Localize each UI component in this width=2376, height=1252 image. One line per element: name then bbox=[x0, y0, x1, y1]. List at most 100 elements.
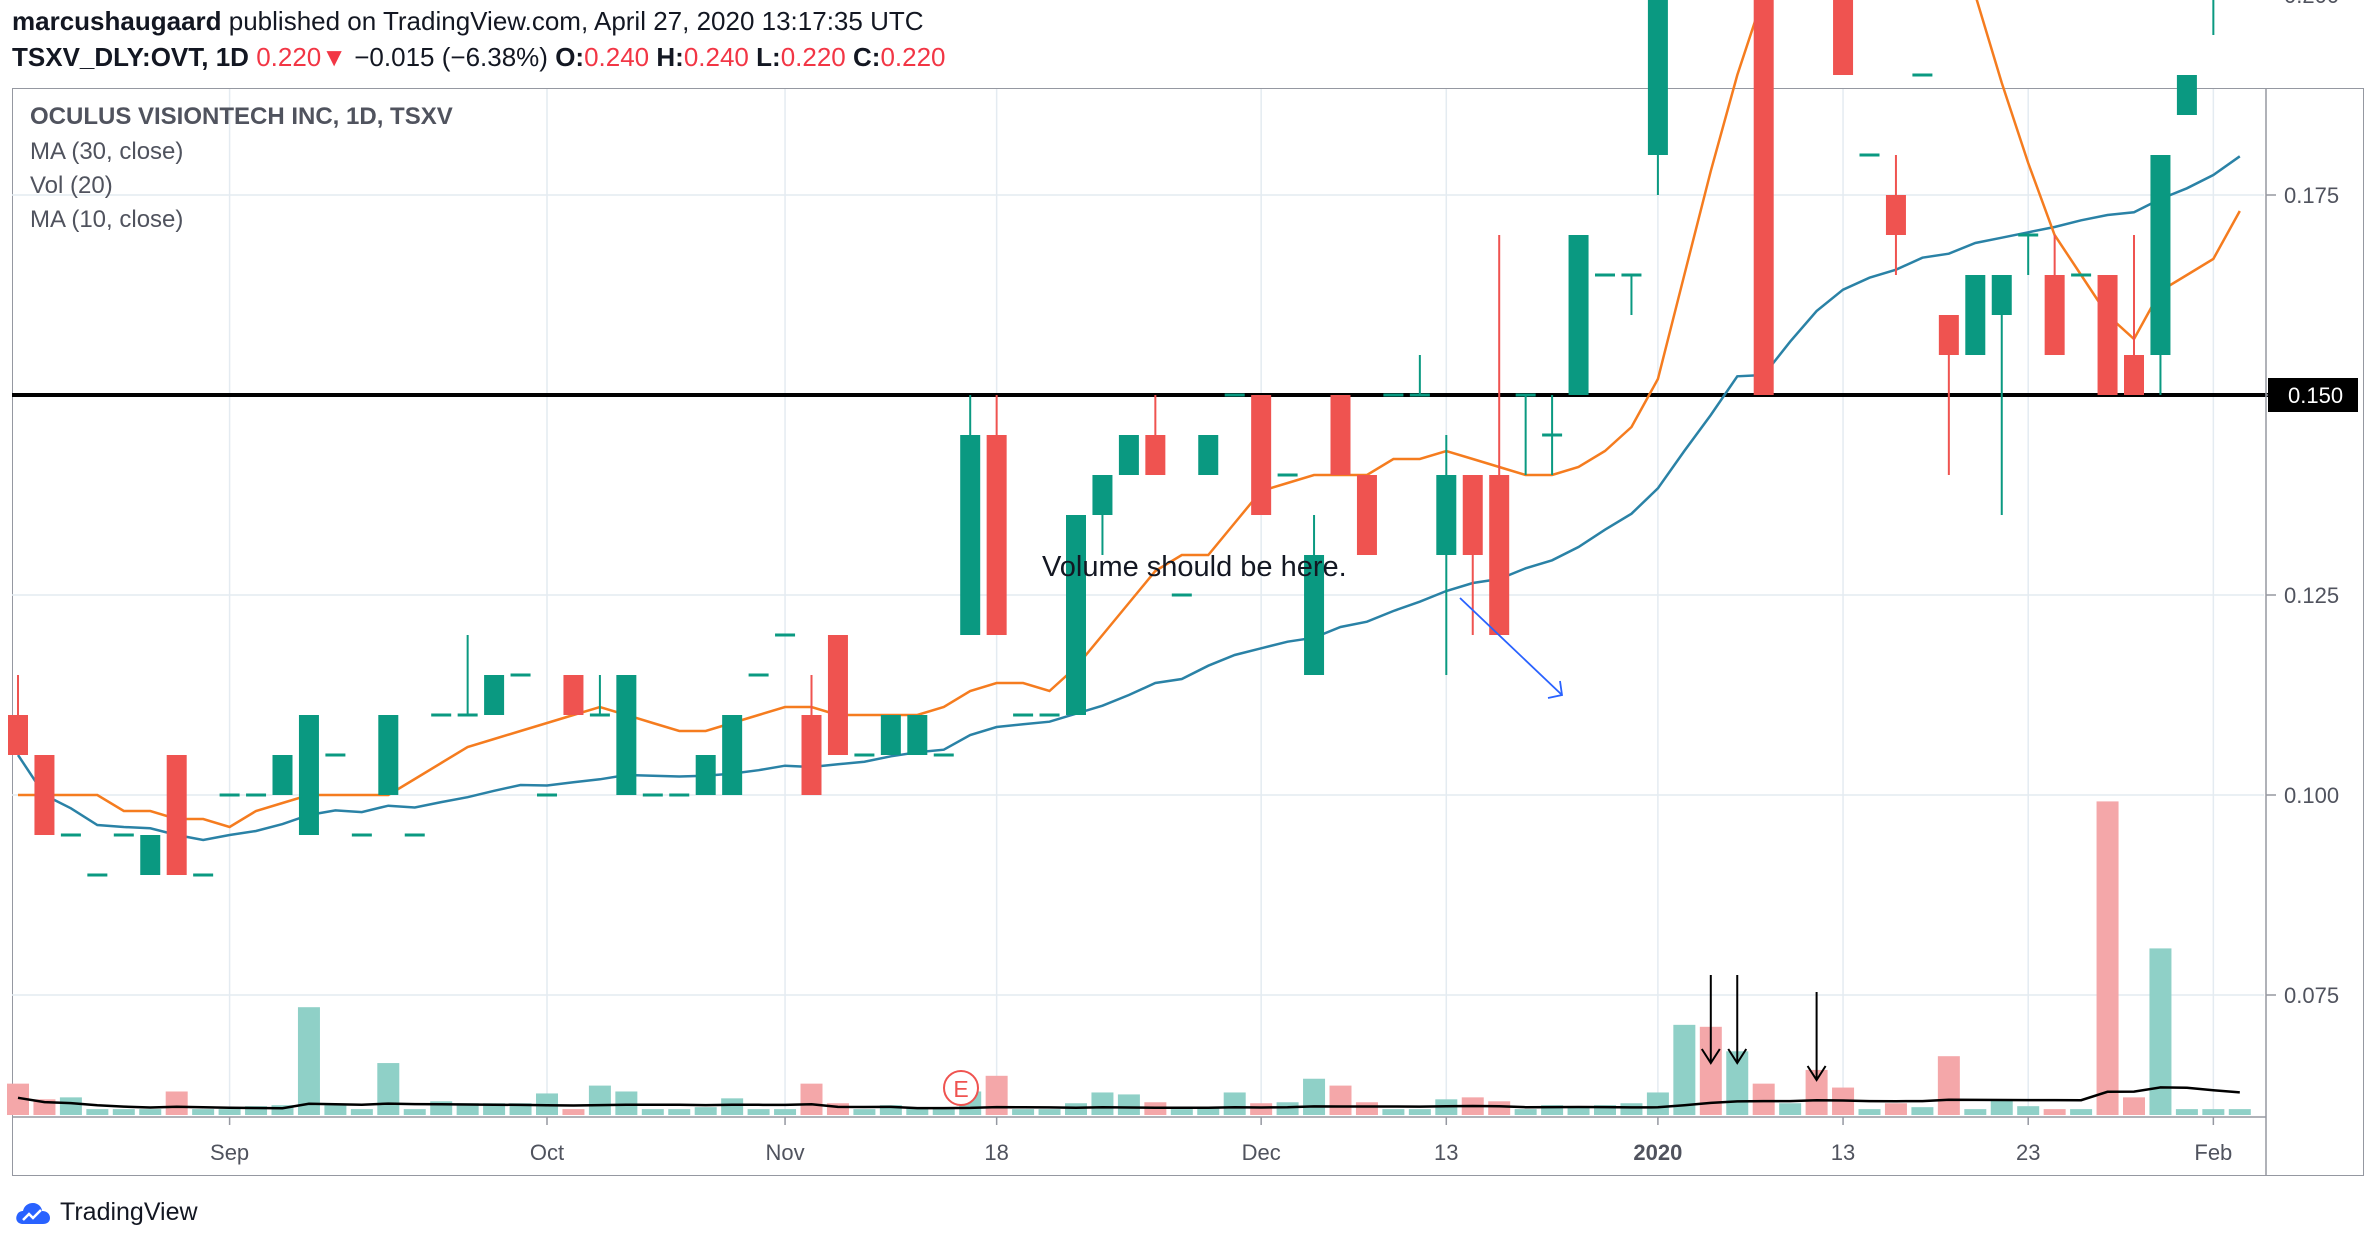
volume-bar bbox=[1646, 1092, 1669, 1115]
time-tick-label: 13 bbox=[1434, 1140, 1458, 1165]
high-label: H: bbox=[656, 42, 684, 72]
volume-bar bbox=[2149, 948, 2172, 1115]
time-axis: Sep Oct Nov 18 Dec 13 2020 13 23 Feb bbox=[12, 1116, 2266, 1165]
candle-body bbox=[880, 715, 901, 755]
symbol-label: TSXV_DLY:OVT, 1D bbox=[12, 42, 249, 72]
candle-body bbox=[1118, 435, 1139, 475]
candle-body bbox=[510, 673, 531, 677]
candle-body bbox=[2018, 233, 2039, 237]
candle-body bbox=[775, 633, 796, 637]
annotation-pointer-head bbox=[1547, 680, 1564, 699]
candle-body bbox=[325, 753, 346, 757]
candle-body bbox=[1409, 393, 1430, 397]
author-name[interactable]: marcushaugaard bbox=[12, 6, 222, 36]
candle-body bbox=[272, 755, 293, 795]
candle-body bbox=[140, 835, 161, 875]
candle-body bbox=[1938, 315, 1959, 355]
candle-body bbox=[986, 435, 1007, 635]
candle-body bbox=[351, 833, 372, 837]
volume-bar bbox=[1541, 1105, 1564, 1115]
candle-body bbox=[1145, 435, 1166, 475]
close-value: 0.220 bbox=[880, 42, 946, 72]
candle-body bbox=[87, 873, 108, 877]
volume-bar bbox=[800, 1083, 823, 1115]
legend-ma10[interactable]: MA (10, close) bbox=[30, 206, 184, 233]
candle-body bbox=[616, 675, 637, 795]
volume-bar bbox=[271, 1105, 294, 1115]
candle-body bbox=[1991, 275, 2012, 315]
cloud-logo-icon bbox=[16, 1202, 50, 1224]
volume-bar bbox=[2070, 1109, 2093, 1115]
volume-bar bbox=[1329, 1085, 1352, 1115]
ohlc-line: TSXV_DLY:OVT, 1D 0.220▼ −0.015 (−6.38%) … bbox=[12, 42, 946, 73]
tradingview-logo[interactable]: TradingView bbox=[14, 1198, 198, 1227]
volume-bar bbox=[588, 1085, 611, 1115]
earnings-marker[interactable]: E bbox=[943, 1070, 979, 1106]
volume-bar bbox=[1355, 1102, 1378, 1115]
candle-body bbox=[1277, 473, 1298, 477]
volume-bar bbox=[139, 1109, 162, 1115]
legend-volume[interactable]: Vol (20) bbox=[30, 172, 113, 199]
candle-body bbox=[457, 713, 478, 717]
annotation-arrowhead bbox=[1727, 1048, 1748, 1065]
volume-bar bbox=[1488, 1101, 1511, 1115]
candle-body bbox=[166, 755, 187, 875]
candle-body bbox=[484, 675, 505, 715]
volume-ma-line bbox=[17, 1086, 2240, 1110]
time-tick-label: Sep bbox=[210, 1140, 249, 1165]
candle-body bbox=[1833, 0, 1854, 75]
volume-bar bbox=[1223, 1092, 1246, 1115]
candle-body bbox=[1753, 0, 1774, 395]
volume-bar bbox=[245, 1106, 268, 1115]
volume-bar bbox=[1805, 1069, 1828, 1115]
candle-body bbox=[298, 715, 319, 835]
level-price-tag bbox=[2268, 378, 2358, 412]
volume-bar bbox=[1117, 1094, 1140, 1115]
volume-bar bbox=[1779, 1103, 1802, 1115]
chart-frame[interactable] bbox=[12, 88, 2364, 1176]
candle-body bbox=[1436, 475, 1457, 555]
volume-bar bbox=[218, 1109, 241, 1115]
volume-bar bbox=[2096, 801, 2119, 1115]
volume-bar bbox=[1911, 1107, 1934, 1115]
volume-bar bbox=[377, 1063, 400, 1115]
volume-bar bbox=[350, 1109, 373, 1115]
volume-bar bbox=[1012, 1109, 1035, 1115]
volume-bar bbox=[1752, 1083, 1775, 1115]
open-label: O: bbox=[555, 42, 585, 72]
candle-body bbox=[1462, 475, 1483, 555]
volume-bar bbox=[826, 1103, 849, 1115]
candle-body bbox=[907, 715, 928, 755]
volume-bar bbox=[879, 1105, 902, 1115]
candle-body bbox=[34, 755, 55, 835]
volume-bar bbox=[1699, 1026, 1722, 1115]
candle-body bbox=[748, 673, 769, 677]
price-change: −0.015 (−6.38%) bbox=[354, 42, 548, 72]
candle-body bbox=[1912, 73, 1933, 77]
candle-body bbox=[722, 715, 743, 795]
annotation-pointer bbox=[1459, 597, 1563, 696]
volume-bar bbox=[1858, 1109, 1881, 1115]
candle-body bbox=[1568, 235, 1589, 395]
candle-body bbox=[1039, 713, 1060, 717]
candle-body bbox=[1304, 555, 1325, 675]
volume-bar bbox=[86, 1109, 109, 1115]
volume-bar bbox=[1065, 1103, 1087, 1115]
volume-bar bbox=[1038, 1109, 1061, 1115]
candle-body bbox=[1066, 515, 1086, 715]
volume-bar bbox=[906, 1107, 929, 1115]
candle-body bbox=[563, 675, 584, 715]
legend-ma30[interactable]: MA (30, close) bbox=[30, 138, 184, 165]
volume-bar bbox=[1382, 1109, 1405, 1115]
candle-body bbox=[1224, 393, 1245, 397]
candle-body bbox=[2097, 275, 2118, 395]
annotation-arrows bbox=[1459, 597, 1827, 1082]
candle-body bbox=[1859, 153, 1880, 157]
horizontal-levels bbox=[12, 393, 2272, 397]
candle-body bbox=[801, 715, 822, 795]
publish-info: published on TradingView.com, April 27, … bbox=[228, 6, 924, 36]
candle-body bbox=[695, 755, 716, 795]
time-tick-label: 23 bbox=[2016, 1140, 2040, 1165]
volume-bar bbox=[721, 1098, 744, 1115]
